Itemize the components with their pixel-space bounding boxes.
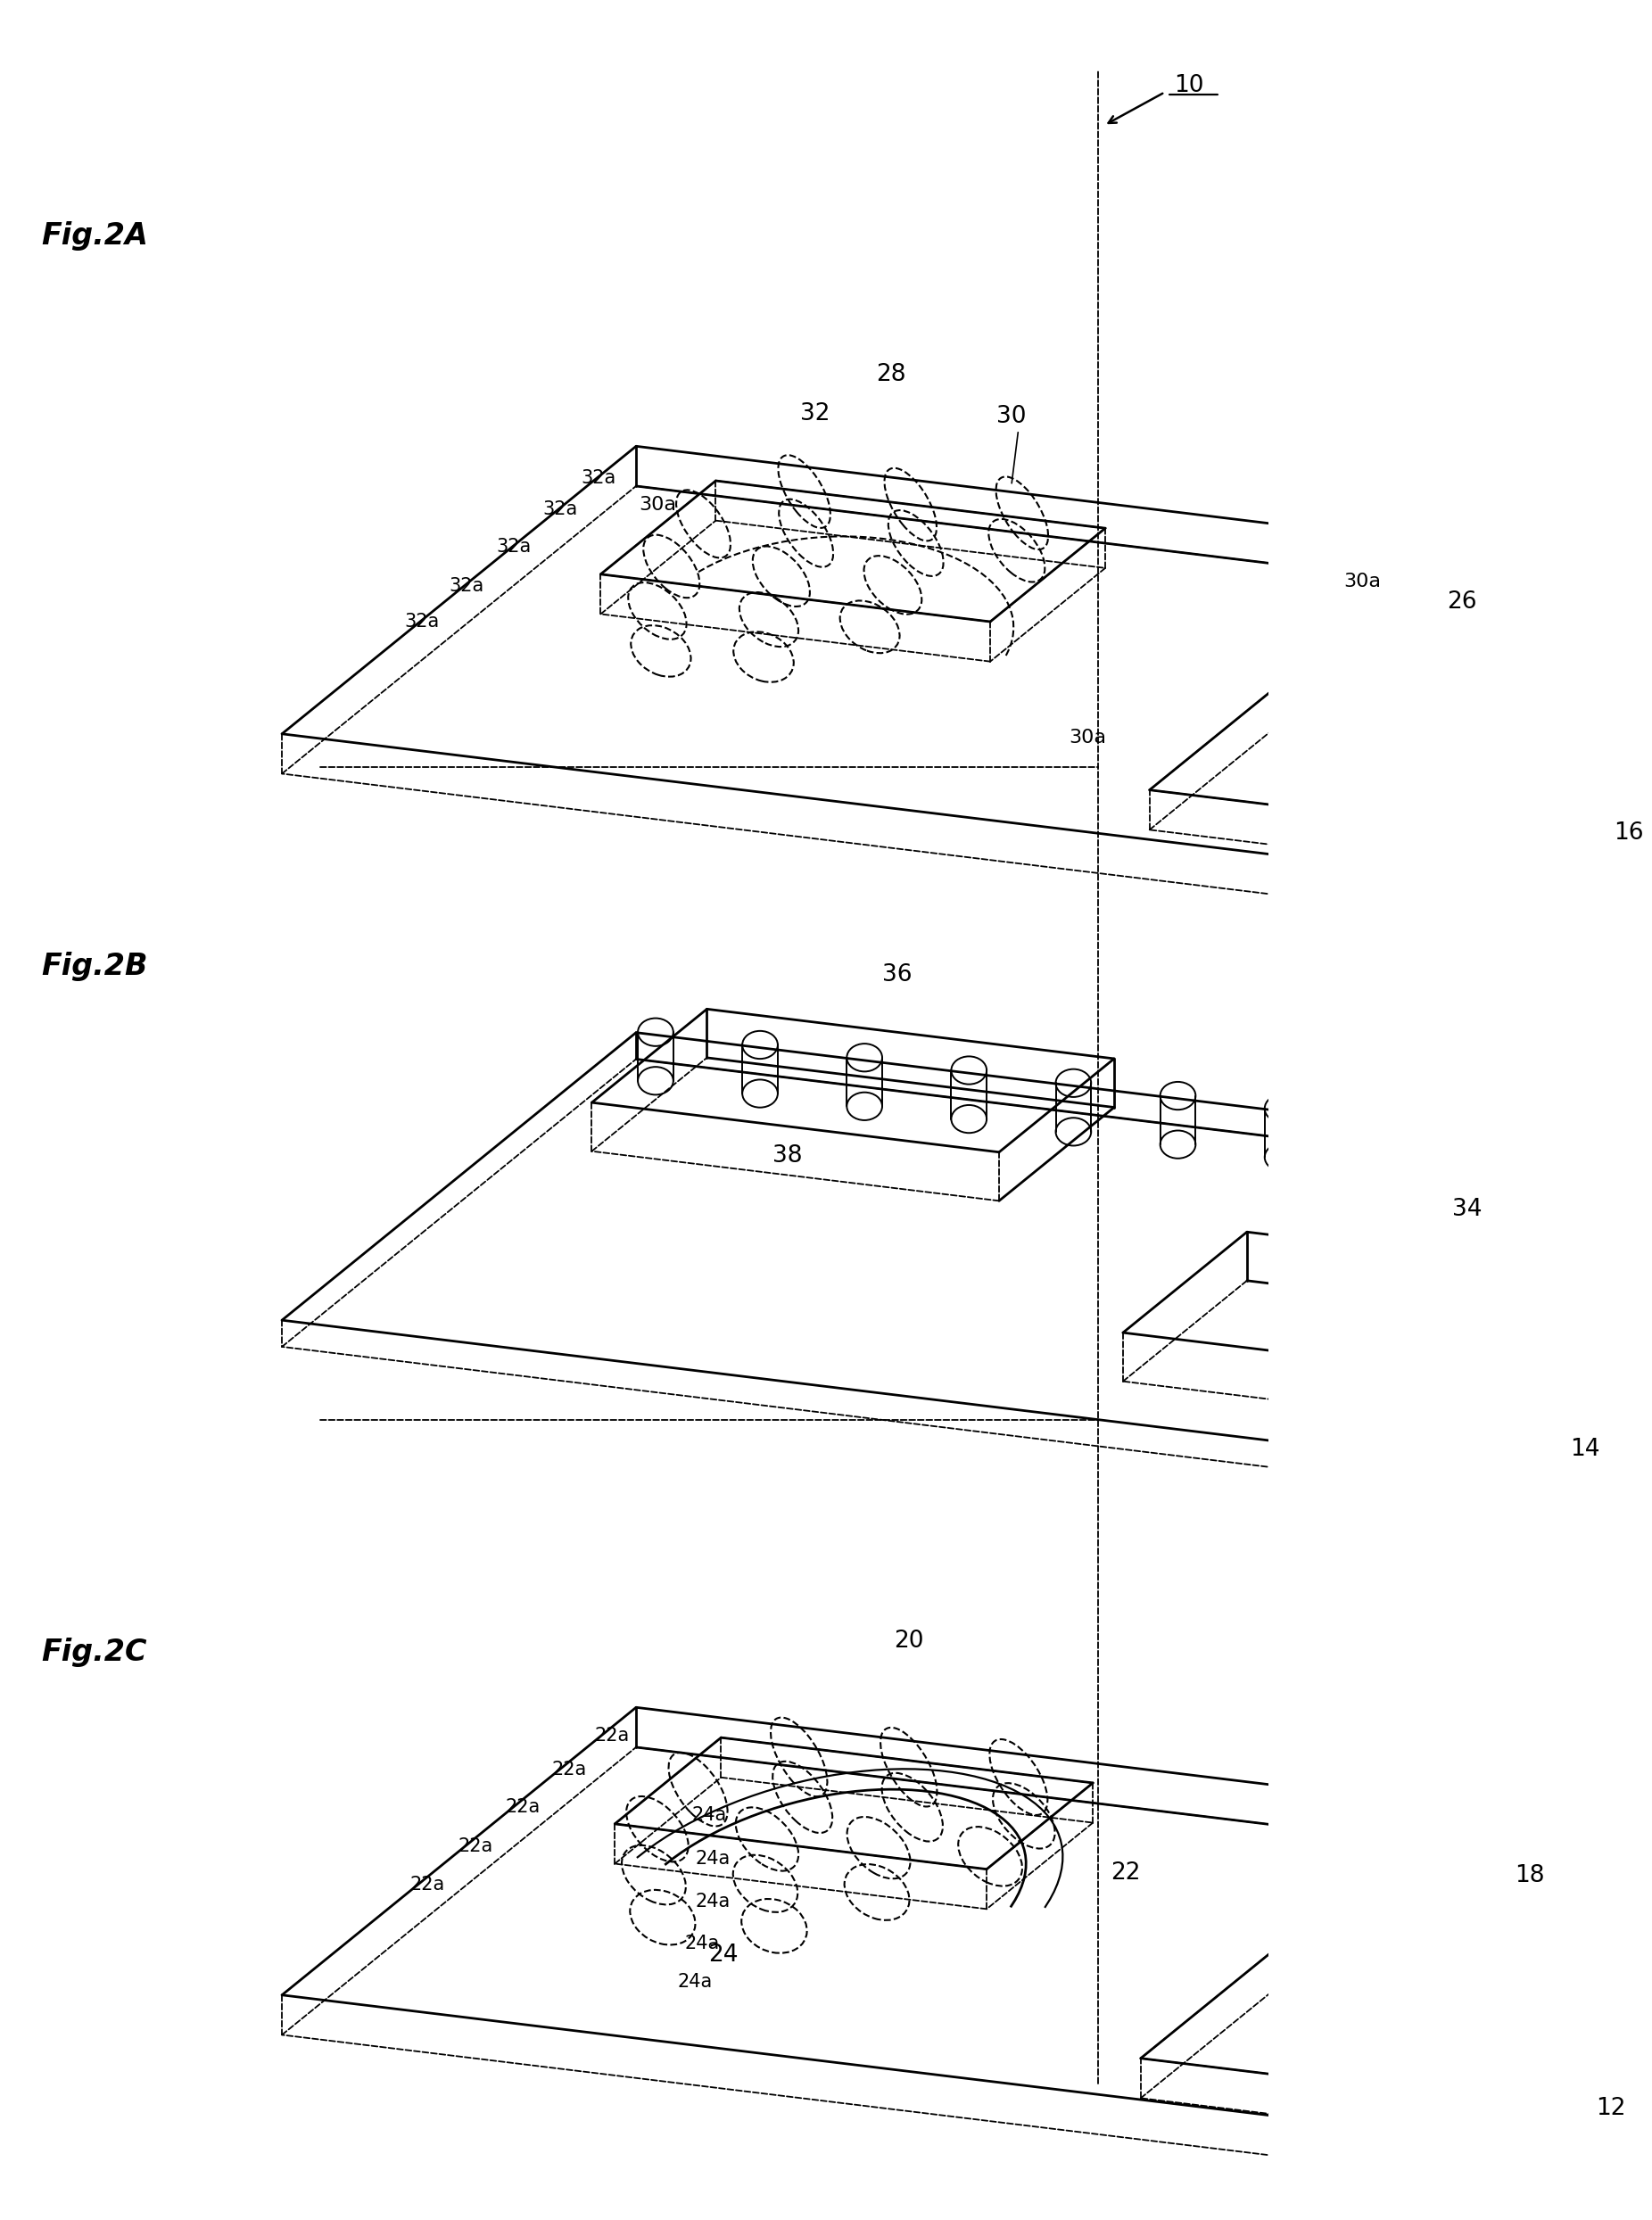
Text: 32a: 32a (405, 613, 439, 630)
Text: 30: 30 (996, 406, 1026, 428)
Text: 32: 32 (800, 402, 829, 426)
Text: 24: 24 (709, 1942, 738, 1967)
Text: 24a: 24a (695, 1849, 730, 1867)
Text: Fig.2B: Fig.2B (41, 952, 149, 981)
Text: 28: 28 (876, 362, 905, 386)
Text: 18: 18 (1515, 1865, 1545, 1887)
Text: 24a: 24a (695, 1894, 730, 1911)
Text: 30a: 30a (1343, 573, 1381, 591)
Text: 30a: 30a (639, 497, 676, 515)
Text: 24a: 24a (692, 1807, 727, 1825)
Text: 22a: 22a (506, 1798, 540, 1816)
Text: 30a: 30a (1069, 728, 1107, 746)
Text: 14: 14 (1569, 1436, 1599, 1461)
Text: 36: 36 (882, 963, 912, 986)
Text: Fig.2A: Fig.2A (41, 222, 149, 251)
Text: 22a: 22a (595, 1727, 629, 1745)
Text: 32a: 32a (542, 502, 578, 519)
Text: 16: 16 (1614, 821, 1644, 846)
Text: 34: 34 (1452, 1199, 1482, 1221)
Text: 22: 22 (1110, 1863, 1140, 1885)
Text: 24a: 24a (677, 1974, 712, 1991)
Text: Fig.2C: Fig.2C (41, 1638, 147, 1667)
Text: 24a: 24a (684, 1934, 719, 1951)
Text: 12: 12 (1596, 2098, 1626, 2120)
Text: 32a: 32a (449, 577, 484, 595)
Text: 22a: 22a (410, 1876, 444, 1894)
Text: 32a: 32a (582, 468, 616, 486)
Text: 32a: 32a (496, 537, 532, 555)
Text: 22a: 22a (552, 1760, 586, 1778)
Text: 26: 26 (1447, 591, 1477, 613)
Text: 38: 38 (773, 1143, 803, 1168)
Text: 22a: 22a (458, 1838, 492, 1856)
Text: 20: 20 (894, 1629, 923, 1654)
Text: 10: 10 (1173, 73, 1204, 98)
